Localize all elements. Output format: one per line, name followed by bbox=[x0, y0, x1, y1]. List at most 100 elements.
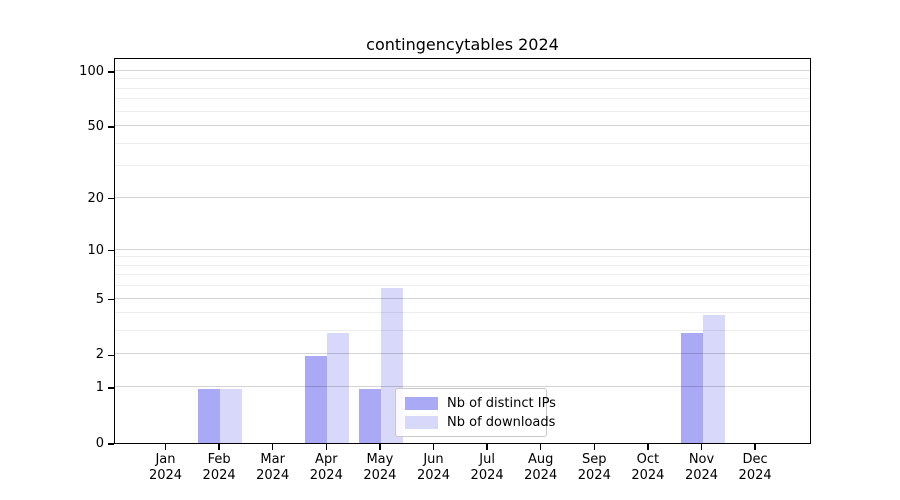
x-tick-label-year: 2024 bbox=[470, 468, 504, 483]
x-tick-label-year: 2024 bbox=[309, 468, 343, 483]
gridline-minor-8 bbox=[115, 264, 810, 266]
gridline-major-5 bbox=[115, 297, 810, 299]
gridline-minor-70 bbox=[115, 98, 810, 100]
x-tick-label-year: 2024 bbox=[416, 468, 451, 483]
x-tick-mark-oct bbox=[647, 444, 649, 450]
x-tick-mark-jan bbox=[164, 444, 167, 450]
legend-swatch-downloads bbox=[405, 416, 438, 429]
x-tick-label-jun: Jun 2024 bbox=[404, 452, 464, 484]
gridline-major-1 bbox=[115, 386, 810, 388]
x-tick-mark-apr bbox=[325, 444, 328, 450]
legend-item-distinct-ips: Nb of distinct IPs bbox=[405, 396, 556, 411]
gridline-minor-60 bbox=[115, 110, 810, 112]
gridline-minor-40 bbox=[115, 142, 810, 144]
x-tick-label-year: 2024 bbox=[524, 468, 558, 483]
x-tick-label-month: Nov bbox=[688, 452, 715, 467]
x-tick-mark-may bbox=[379, 444, 381, 450]
x-tick-label-dec: Dec 2024 bbox=[725, 452, 785, 484]
x-tick-label-month: Jun bbox=[423, 452, 444, 467]
gridline-minor-3 bbox=[115, 330, 810, 332]
gridline-minor-6 bbox=[115, 285, 810, 287]
y-tick-label-100: 100 bbox=[79, 64, 104, 80]
x-tick-mark-nov bbox=[700, 444, 703, 450]
y-tick-label-2: 2 bbox=[95, 347, 104, 363]
x-tick-label-jul: Jul 2024 bbox=[457, 452, 517, 484]
x-tick-mark-feb bbox=[218, 444, 220, 450]
x-tick-label-month: Mar bbox=[260, 452, 285, 467]
gridline-minor-30 bbox=[115, 165, 810, 167]
legend: Nb of distinct IPs Nb of downloads bbox=[395, 388, 556, 437]
legend-swatch-distinct-ips bbox=[405, 397, 438, 410]
x-tick-label-year: 2024 bbox=[148, 468, 183, 483]
x-tick-label-year: 2024 bbox=[577, 468, 611, 483]
legend-label-downloads: Nb of downloads bbox=[447, 415, 556, 430]
gridline-minor-80 bbox=[115, 87, 810, 89]
gridline-major-2 bbox=[115, 353, 810, 355]
x-tick-label-apr: Apr 2024 bbox=[296, 452, 356, 484]
y-tick-mark-10 bbox=[108, 249, 114, 252]
x-tick-label-oct: Oct 2024 bbox=[618, 452, 678, 484]
x-tick-label-feb: Feb 2024 bbox=[189, 452, 249, 484]
x-tick-label-aug: Aug 2024 bbox=[511, 452, 571, 484]
bar-apr-downloads bbox=[327, 332, 350, 443]
x-tick-label-year: 2024 bbox=[363, 468, 397, 483]
gridline-minor-90 bbox=[115, 78, 810, 80]
y-tick-mark-1 bbox=[108, 387, 114, 389]
chart-title: contingencytables 2024 bbox=[366, 35, 559, 54]
gridline-major-20 bbox=[115, 196, 810, 198]
x-tick-label-month: Jan bbox=[155, 452, 176, 467]
y-tick-label-20: 20 bbox=[87, 190, 104, 206]
y-tick-label-50: 50 bbox=[87, 119, 104, 135]
x-tick-label-may: May 2024 bbox=[350, 452, 410, 484]
x-tick-label-year: 2024 bbox=[738, 468, 772, 483]
x-tick-mark-aug bbox=[539, 444, 542, 450]
y-tick-mark-0 bbox=[108, 443, 114, 445]
x-tick-mark-jul bbox=[486, 444, 488, 450]
gridline-minor-9 bbox=[115, 256, 810, 258]
y-tick-mark-2 bbox=[108, 354, 114, 357]
gridline-major-10 bbox=[115, 248, 810, 250]
x-tick-label-month: Jul bbox=[479, 452, 495, 467]
x-tick-label-month: Feb bbox=[207, 452, 231, 467]
x-tick-label-year: 2024 bbox=[631, 468, 665, 483]
gridline-minor-4 bbox=[115, 312, 810, 314]
y-tick-label-5: 5 bbox=[95, 291, 104, 307]
y-tick-mark-5 bbox=[108, 298, 114, 301]
bar-feb-downloads bbox=[220, 388, 243, 443]
y-tick-label-1: 1 bbox=[95, 380, 104, 396]
x-tick-label-month: Dec bbox=[742, 452, 768, 467]
y-tick-label-10: 10 bbox=[87, 242, 104, 258]
x-tick-label-sep: Sep 2024 bbox=[564, 452, 624, 484]
y-tick-mark-20 bbox=[108, 197, 114, 200]
x-tick-label-mar: Mar 2024 bbox=[243, 452, 303, 484]
x-tick-label-month: Aug bbox=[527, 452, 554, 467]
bar-nov-downloads bbox=[702, 314, 725, 443]
x-tick-mark-jun bbox=[432, 444, 435, 450]
bar-may-distinct-ips bbox=[358, 388, 381, 443]
x-tick-label-year: 2024 bbox=[202, 468, 236, 483]
x-tick-label-year: 2024 bbox=[684, 468, 719, 483]
x-tick-mark-dec bbox=[754, 444, 756, 450]
x-tick-label-month: Apr bbox=[315, 452, 338, 467]
legend-item-downloads: Nb of downloads bbox=[405, 415, 555, 430]
x-tick-label-month: Oct bbox=[636, 452, 660, 467]
gridline-major-50 bbox=[115, 125, 810, 127]
plot-area bbox=[114, 58, 811, 444]
y-tick-mark-100 bbox=[108, 71, 114, 73]
y-tick-label-0: 0 bbox=[95, 436, 104, 451]
x-tick-label-jan: Jan 2024 bbox=[136, 452, 196, 484]
gridline-minor-7 bbox=[115, 274, 810, 276]
x-tick-mark-sep bbox=[593, 444, 596, 450]
bar-feb-distinct-ips bbox=[198, 388, 221, 443]
x-tick-label-year: 2024 bbox=[256, 468, 290, 483]
bar-nov-distinct-ips bbox=[680, 332, 703, 443]
x-tick-label-month: Sep bbox=[582, 452, 607, 467]
legend-label-distinct-ips: Nb of distinct IPs bbox=[447, 396, 556, 411]
x-tick-label-nov: Nov 2024 bbox=[672, 452, 732, 484]
gridline-major-100 bbox=[115, 70, 810, 72]
x-tick-label-month: May bbox=[366, 452, 394, 467]
x-tick-mark-mar bbox=[271, 444, 274, 450]
bar-apr-distinct-ips bbox=[305, 355, 328, 443]
y-tick-mark-50 bbox=[108, 126, 114, 128]
